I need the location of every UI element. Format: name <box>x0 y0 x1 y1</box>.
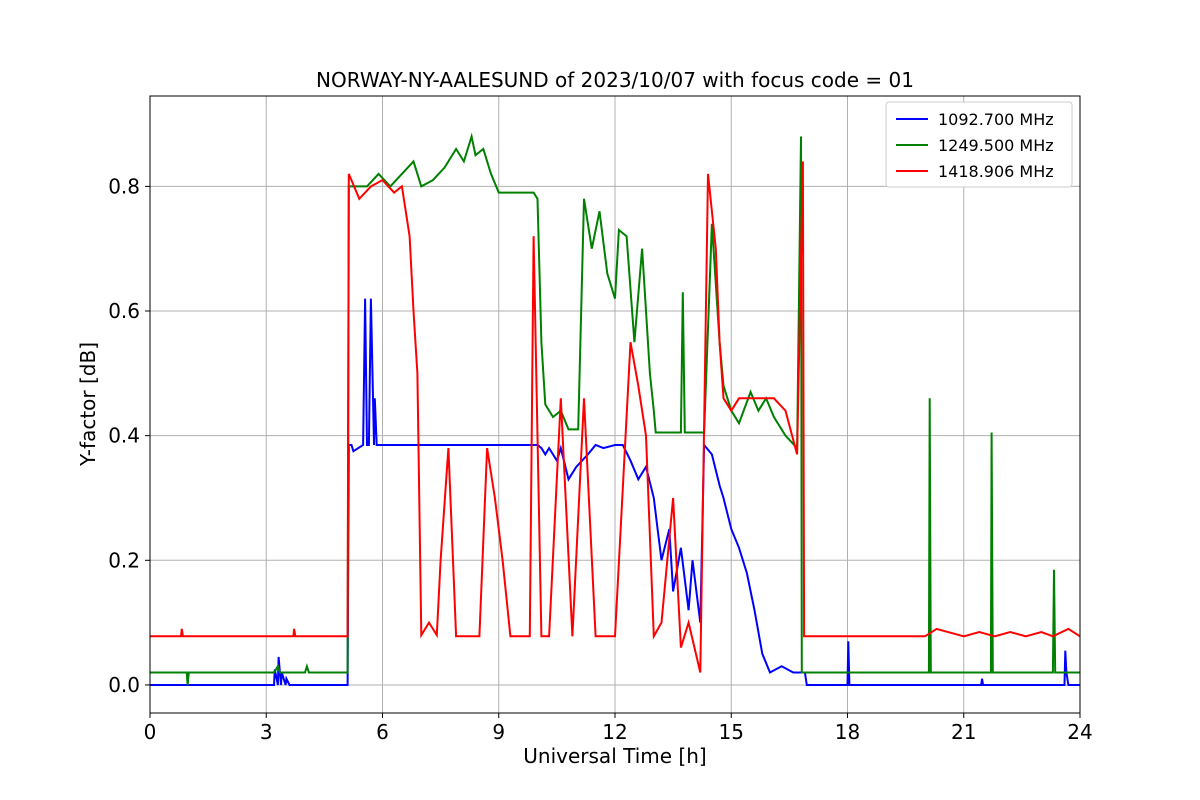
x-tick-label: 15 <box>719 720 744 744</box>
legend-entry-label: 1249.500 MHz <box>938 136 1054 155</box>
y-tick-label: 0.8 <box>108 174 140 198</box>
x-tick-label: 21 <box>951 720 976 744</box>
x-tick-label: 18 <box>835 720 860 744</box>
legend-entry-label: 1418.906 MHz <box>938 162 1054 181</box>
x-axis-label: Universal Time [h] <box>523 744 706 768</box>
legend-box <box>885 101 1073 188</box>
y-tick-label: 0.0 <box>108 673 140 697</box>
y-axis-label: Y-factor [dB] <box>76 342 100 467</box>
legend: 1092.700 MHz 1249.500 MHz 1418.906 MHz <box>885 101 1073 188</box>
x-tick-label: 3 <box>260 720 273 744</box>
x-tick-label: 0 <box>144 720 157 744</box>
y-axis-ticks: 0.0 0.2 0.4 0.6 0.8 <box>108 174 150 697</box>
x-axis-ticks: 0 3 6 9 12 15 18 21 24 <box>144 713 1093 744</box>
x-tick-label: 24 <box>1067 720 1092 744</box>
y-tick-label: 0.6 <box>108 299 140 323</box>
series-line-0 <box>150 298 1080 686</box>
series-line-2 <box>150 161 1081 673</box>
x-tick-label: 12 <box>602 720 627 744</box>
x-tick-label: 6 <box>376 720 389 744</box>
legend-entry-label: 1092.700 MHz <box>938 110 1054 129</box>
chart-title: NORWAY-NY-AALESUND of 2023/10/07 with fo… <box>316 68 914 92</box>
series-lines <box>150 132 1081 686</box>
y-tick-label: 0.4 <box>108 424 140 448</box>
y-tick-label: 0.2 <box>108 548 140 572</box>
x-tick-label: 9 <box>492 720 505 744</box>
